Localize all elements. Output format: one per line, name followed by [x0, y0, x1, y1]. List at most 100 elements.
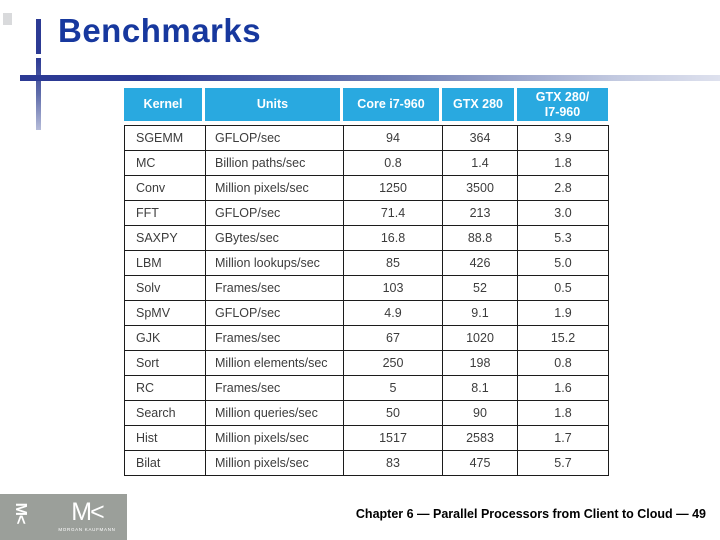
speedup-cell: 5.0	[517, 250, 609, 276]
publisher-logo: M< M< MORGAN KAUFMANN	[0, 494, 127, 540]
table-row: Conv Million pixels/sec 1250 3500 2.8	[124, 175, 609, 201]
speedup-cell: 1.8	[517, 150, 609, 176]
mk-logo-rotated-icon: M<	[12, 502, 29, 524]
table-row: MC Billion paths/sec 0.8 1.4 1.8	[124, 150, 609, 176]
table-row: FFT GFLOP/sec 71.4 213 3.0	[124, 200, 609, 226]
speedup-cell: 1.9	[517, 300, 609, 326]
kernel-cell: RC	[124, 375, 206, 401]
gtx-280-cell: 3500	[442, 175, 518, 201]
slide-title: Benchmarks	[58, 12, 262, 49]
kernel-cell: Hist	[124, 425, 206, 451]
units-cell: GFLOP/sec	[205, 200, 344, 226]
table-row: Hist Million pixels/sec 1517 2583 1.7	[124, 425, 609, 451]
accent-vertical-line-top	[36, 19, 41, 54]
table-row: Solv Frames/sec 103 52 0.5	[124, 275, 609, 301]
gtx-280-cell: 198	[442, 350, 518, 376]
core-i7-960-cell: 83	[343, 450, 443, 476]
speedup-cell: 1.6	[517, 375, 609, 401]
core-i7-960-cell: 0.8	[343, 150, 443, 176]
column-header-speedup-ratio: GTX 280/ I7-960	[517, 88, 608, 121]
core-i7-960-cell: 4.9	[343, 300, 443, 326]
units-cell: Million queries/sec	[205, 400, 344, 426]
column-header-kernel: Kernel	[124, 88, 205, 121]
speedup-cell: 2.8	[517, 175, 609, 201]
table-row: SAXPY GBytes/sec 16.8 88.8 5.3	[124, 225, 609, 251]
kernel-cell: SpMV	[124, 300, 206, 326]
core-i7-960-cell: 1517	[343, 425, 443, 451]
speedup-cell: 1.8	[517, 400, 609, 426]
kernel-cell: Bilat	[124, 450, 206, 476]
gtx-280-cell: 364	[442, 125, 518, 151]
units-cell: Million lookups/sec	[205, 250, 344, 276]
units-cell: GFLOP/sec	[205, 300, 344, 326]
column-header-gtx-280: GTX 280	[442, 88, 517, 121]
gtx-280-cell: 1.4	[442, 150, 518, 176]
core-i7-960-cell: 16.8	[343, 225, 443, 251]
speedup-cell: 15.2	[517, 325, 609, 351]
accent-horizontal-rule	[20, 75, 720, 81]
core-i7-960-cell: 1250	[343, 175, 443, 201]
core-i7-960-cell: 103	[343, 275, 443, 301]
table-row: Sort Million elements/sec 250 198 0.8	[124, 350, 609, 376]
gtx-280-cell: 90	[442, 400, 518, 426]
gtx-280-cell: 2583	[442, 425, 518, 451]
gtx-280-cell: 1020	[442, 325, 518, 351]
table-row: Bilat Million pixels/sec 83 475 5.7	[124, 450, 609, 476]
column-header-core-i7-960: Core i7-960	[343, 88, 442, 121]
units-cell: Frames/sec	[205, 275, 344, 301]
speedup-cell: 1.7	[517, 425, 609, 451]
benchmark-table: SGEMM GFLOP/sec 94 364 3.9 MC Billion paths/se…	[124, 125, 609, 476]
units-cell: Frames/sec	[205, 325, 344, 351]
units-cell: Frames/sec	[205, 375, 344, 401]
core-i7-960-cell: 67	[343, 325, 443, 351]
units-cell: Million pixels/sec	[205, 425, 344, 451]
core-i7-960-cell: 85	[343, 250, 443, 276]
kernel-cell: LBM	[124, 250, 206, 276]
corner-accent-rect	[3, 13, 12, 25]
slide-footer-text: Chapter 6 — Parallel Processors from Cli…	[355, 507, 706, 521]
table-row: RC Frames/sec 5 8.1 1.6	[124, 375, 609, 401]
core-i7-960-cell: 71.4	[343, 200, 443, 226]
speedup-cell: 0.5	[517, 275, 609, 301]
table-row: GJK Frames/sec 67 1020 15.2	[124, 325, 609, 351]
units-cell: Million pixels/sec	[205, 175, 344, 201]
benchmark-table-header: Kernel Units Core i7-960 GTX 280 GTX 280…	[124, 88, 608, 121]
column-header-units: Units	[205, 88, 343, 121]
benchmark-table-body: SGEMM GFLOP/sec 94 364 3.9 MC Billion paths/se…	[124, 125, 609, 476]
speedup-cell: 5.7	[517, 450, 609, 476]
units-cell: Million elements/sec	[205, 350, 344, 376]
speedup-cell: 5.3	[517, 225, 609, 251]
gtx-280-cell: 9.1	[442, 300, 518, 326]
gtx-280-cell: 426	[442, 250, 518, 276]
mk-logo-block: M< MORGAN KAUFMANN	[56, 500, 118, 533]
units-cell: GBytes/sec	[205, 225, 344, 251]
speedup-cell: 3.9	[517, 125, 609, 151]
table-row: SpMV GFLOP/sec 4.9 9.1 1.9	[124, 300, 609, 326]
units-cell: Billion paths/sec	[205, 150, 344, 176]
core-i7-960-cell: 5	[343, 375, 443, 401]
kernel-cell: Solv	[124, 275, 206, 301]
publisher-name: MORGAN KAUFMANN	[58, 527, 116, 532]
kernel-cell: FFT	[124, 200, 206, 226]
speedup-cell: 0.8	[517, 350, 609, 376]
kernel-cell: MC	[124, 150, 206, 176]
table-row: Search Million queries/sec 50 90 1.8	[124, 400, 609, 426]
speedup-cell: 3.0	[517, 200, 609, 226]
core-i7-960-cell: 250	[343, 350, 443, 376]
gtx-280-cell: 8.1	[442, 375, 518, 401]
units-cell: Million pixels/sec	[205, 450, 344, 476]
kernel-cell: GJK	[124, 325, 206, 351]
core-i7-960-cell: 94	[343, 125, 443, 151]
table-row: LBM Million lookups/sec 85 426 5.0	[124, 250, 609, 276]
kernel-cell: Conv	[124, 175, 206, 201]
kernel-cell: SGEMM	[124, 125, 206, 151]
core-i7-960-cell: 50	[343, 400, 443, 426]
kernel-cell: Search	[124, 400, 206, 426]
gtx-280-cell: 475	[442, 450, 518, 476]
kernel-cell: Sort	[124, 350, 206, 376]
gtx-280-cell: 88.8	[442, 225, 518, 251]
units-cell: GFLOP/sec	[205, 125, 344, 151]
accent-vertical-line-bottom	[36, 58, 41, 130]
table-row: SGEMM GFLOP/sec 94 364 3.9	[124, 125, 609, 151]
